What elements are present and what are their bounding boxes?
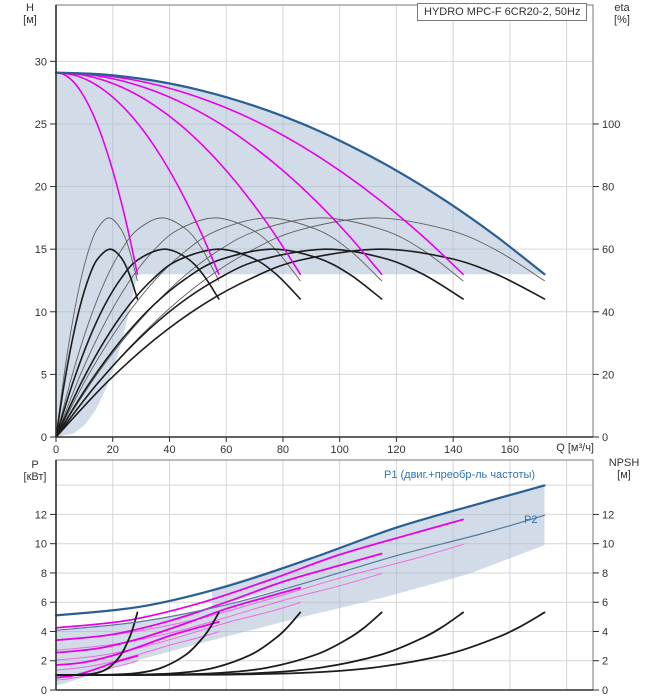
power-band-upper [212, 485, 545, 607]
pump-curve-3 [55, 71, 302, 276]
pump-curve-4 [55, 71, 383, 276]
tick-label: 0 [41, 685, 47, 697]
tick-label: 20 [107, 444, 119, 456]
pump-curve-5 [55, 71, 464, 276]
h-axis-unit: [м] [23, 14, 37, 26]
tick-label: 10 [602, 539, 614, 551]
pump-curve-1 [55, 71, 139, 276]
p-axis-name: P [31, 459, 39, 471]
eta-axis-label: eta [%] [601, 2, 643, 26]
tick-labels: 0 5 10 15 20 25 30 0 20 40 60 80 100 0 20 40 60 80 100 120 1… [35, 56, 621, 456]
p2-curve-6 [55, 514, 546, 631]
eta-total-5 [55, 248, 464, 438]
tick-label: 40 [602, 307, 614, 319]
tick-label: 140 [444, 444, 462, 456]
tick-label: 0 [41, 432, 47, 444]
p1-curve-5 [55, 518, 464, 629]
npsh-axis-label: NPSH [м] [598, 457, 650, 481]
tick-label: 80 [277, 444, 289, 456]
eta-total-3 [55, 248, 302, 438]
q-axis-label: Q [м³/ч] [556, 442, 594, 454]
tick-label: 100 [330, 444, 348, 456]
p1-curve-1 [55, 655, 139, 679]
p2-curve-4 [55, 573, 383, 651]
tick-label: 0 [53, 444, 59, 456]
p2-curve-label: P2 [524, 514, 538, 526]
tick-label: 40 [163, 444, 175, 456]
p1-curve-2 [55, 620, 220, 667]
p2-curve-5 [55, 543, 464, 641]
tick-label: 12 [35, 509, 47, 521]
tick-label: 80 [602, 182, 614, 194]
p1-curve-4 [55, 552, 383, 642]
tick-label: 100 [602, 119, 620, 131]
p1-curve-label: P1 (двиг.+преобр-ль частоты) [384, 469, 536, 481]
tick-label: 20 [602, 369, 614, 381]
chart-qh: 0 5 10 15 20 25 30 0 20 40 60 80 100 0 20 40 60 80 100 120 1… [35, 4, 621, 456]
eta-axis-unit: [%] [614, 14, 630, 26]
tick-labels: 0 2 4 6 8 10 12 0 2 4 6 8 10 12 [35, 509, 615, 697]
gridlines [56, 460, 593, 690]
eta-pump-4 [55, 217, 383, 438]
tick-label: 0 [602, 432, 608, 444]
tick-label: 4 [41, 626, 47, 638]
npsh-axis-unit: [м] [617, 469, 631, 481]
tick-label: 6 [602, 597, 608, 609]
tick-label: 6 [41, 597, 47, 609]
h-axis-name: H [26, 2, 34, 14]
eta-pump-2 [55, 217, 220, 438]
tick-label: 8 [602, 568, 608, 580]
tick-label: 120 [387, 444, 405, 456]
eta-total-4 [55, 248, 383, 438]
eta-pump-1 [55, 217, 138, 438]
tick-label: 12 [602, 509, 614, 521]
tick-label: 5 [41, 369, 47, 381]
tick-label: 4 [602, 626, 608, 638]
p-axis-label: P [кВт] [14, 459, 56, 483]
tick-label: 60 [602, 244, 614, 256]
npsh-curve-6 [55, 611, 546, 676]
tick-label: 2 [41, 656, 47, 668]
p2-curve-3 [55, 602, 301, 661]
tick-label: 60 [220, 444, 232, 456]
tick-label: 30 [35, 56, 47, 68]
eta-total-1 [55, 248, 139, 438]
tick-label: 0 [602, 685, 608, 697]
tick-label: 20 [35, 182, 47, 194]
tick-label: 10 [35, 539, 47, 551]
eta-axis-name: eta [614, 2, 630, 14]
chart-power: 0 2 4 6 8 10 12 0 2 4 6 8 10 12 [35, 459, 615, 697]
tick-label: 160 [501, 444, 519, 456]
p-axis-unit: [кВт] [23, 471, 47, 483]
tick-label: 10 [35, 307, 47, 319]
tick-label: 25 [35, 119, 47, 131]
eta-pump-3 [55, 217, 301, 438]
pump-curve-2 [55, 71, 220, 276]
npsh-axis-name: NPSH [608, 457, 640, 469]
tick-label: 2 [602, 656, 608, 668]
chart-title: HYDRO MPC-F 6CR20-2, 50Hz [417, 3, 588, 21]
p1-curve-3 [55, 586, 302, 654]
p2-curve-2 [55, 631, 220, 671]
p1-curve-6 [54, 484, 546, 617]
eta-total-2 [55, 248, 220, 438]
operating-envelope [56, 72, 545, 438]
pump-curve-6-max [54, 71, 546, 276]
tick-label: 8 [41, 568, 47, 580]
h-axis-label: H [м] [16, 2, 44, 26]
eta-total-6 [55, 248, 546, 438]
eta-pump-5 [55, 217, 464, 438]
tick-label: 15 [35, 244, 47, 256]
